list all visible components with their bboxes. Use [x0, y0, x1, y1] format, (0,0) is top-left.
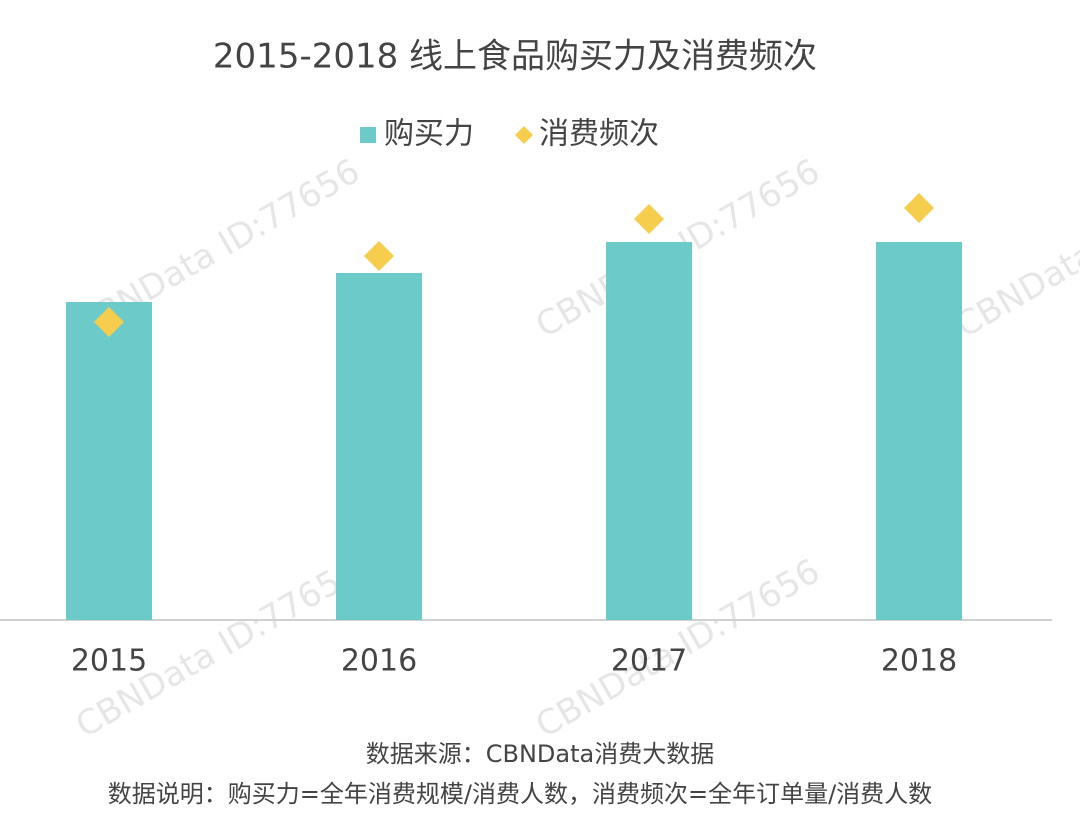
x-tick-label: 2015 [71, 644, 147, 679]
x-tick-label: 2017 [611, 644, 687, 679]
diamond-marker [634, 204, 664, 234]
x-tick-label: 2018 [881, 644, 957, 679]
bar [336, 273, 422, 620]
legend-label: 消费频次 [539, 117, 659, 152]
legend-label: 购买力 [384, 117, 474, 152]
x-tick-label: 2016 [341, 644, 417, 679]
bar [876, 242, 962, 620]
chart-title: 2015-2018 线上食品购买力及消费频次 [213, 37, 817, 77]
source: 数据来源：CBNData消费大数据 [366, 740, 714, 768]
bar [606, 242, 692, 620]
legend-swatch [360, 127, 376, 143]
diamond-marker [364, 241, 394, 271]
diamond-marker [94, 307, 124, 337]
legend-swatch [515, 126, 533, 144]
watermark: CBNData ID:77656 [949, 151, 1080, 346]
bar [66, 302, 152, 620]
diamond-marker [904, 193, 934, 223]
note: 数据说明：购买力=全年消费规模/消费人数，消费频次=全年订单量/消费人数 [108, 780, 932, 808]
